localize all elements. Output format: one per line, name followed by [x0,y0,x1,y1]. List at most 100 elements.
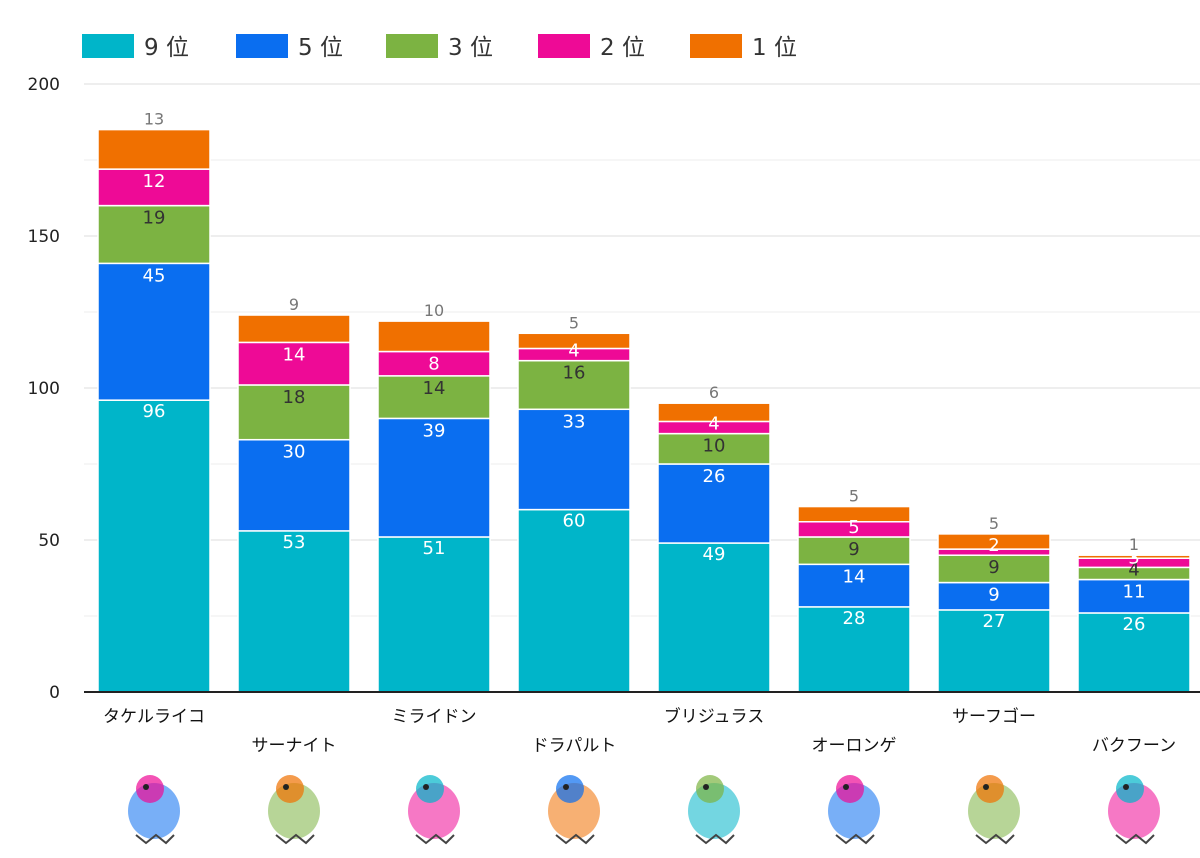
y-tick-label: 50 [38,531,60,551]
y-axis-ticks: 0 50 100 150 200 [28,75,60,703]
bar-segment [1077,612,1191,693]
bars [97,128,1191,693]
bar-segment [237,384,351,441]
bar-segment [937,609,1051,693]
pokemon-sprites [128,775,1160,845]
data-label: 51 [423,538,446,559]
sprite-eye [423,784,429,790]
data-label: 2 [988,535,999,556]
category-label: サーナイト [252,736,337,756]
dragapult-sprite-icon [548,775,600,845]
sprite-feet [835,833,875,845]
y-tick-label: 200 [28,75,60,95]
legend-swatch-4 [538,34,590,58]
sprite-feet [975,833,1015,845]
sprite-head [1116,775,1144,803]
legend-swatch-3 [386,34,438,58]
miraidon-sprite-icon [408,775,460,845]
bar-segment [937,581,1051,611]
sprite-feet [1115,833,1155,845]
bar-segment [517,508,631,693]
data-label: 39 [423,420,446,441]
bar-segment [657,402,771,423]
data-label: 9 [848,539,859,560]
legend-label-3: 3 位 [448,35,493,61]
data-label: 10 [703,436,726,457]
sprite-eye [283,784,289,790]
data-label: 14 [843,566,866,587]
sprite-eye [143,784,149,790]
data-label: 19 [143,208,166,229]
typhlosion-sprite-icon [1108,775,1160,845]
category-label: バクフーン [1092,736,1176,756]
bar-segment [657,463,771,544]
data-label: 10 [424,301,444,320]
data-label: 16 [563,363,586,384]
legend-label-4: 2 位 [600,35,645,61]
data-label: 13 [144,110,164,129]
bar-segment [97,262,211,401]
data-label: 5 [849,487,859,506]
data-label: 9 [988,585,999,606]
data-label: 60 [563,511,586,532]
sprite-feet [695,833,735,845]
bar-segment [1077,554,1191,559]
legend-label-1: 9 位 [144,35,189,61]
data-label: 26 [703,466,726,487]
bar-segment [657,542,771,693]
data-label: 9 [289,295,299,314]
bar-segment [517,332,631,350]
sprite-head [136,775,164,803]
bar-segment [517,359,631,411]
sprite-head [696,775,724,803]
gholdengo-sprite-icon [968,775,1020,845]
data-label: 5 [848,517,859,538]
data-label: 14 [423,378,446,399]
bar-segment [1077,578,1191,614]
data-label: 12 [143,171,166,192]
legend-label-5: 1 位 [752,35,797,61]
gardevoir-sprite-icon [268,775,320,845]
data-label: 5 [989,514,999,533]
category-label: オーロンゲ [812,736,897,756]
category-label: ミライドン [392,707,477,727]
data-labels: 9645191213533018149513914810603316454926… [143,110,1146,635]
sprite-eye [843,784,849,790]
y-tick-label: 150 [28,227,60,247]
bar-segment [377,350,491,377]
bar-segment [937,554,1051,584]
bar-segment [97,128,211,170]
category-label: サーフゴー [952,706,1036,727]
legend-label-2: 5 位 [298,35,343,61]
bar-segment [797,563,911,608]
data-label: 28 [843,608,866,629]
legend-swatch-5 [690,34,742,58]
data-label: 14 [283,344,306,365]
sprite-feet [275,833,315,845]
bar-segment [937,533,1051,550]
data-label: 33 [563,411,586,432]
data-label: 96 [143,401,166,422]
bar-segment [97,399,211,693]
data-label: 1 [1129,535,1139,554]
bar-segment [237,314,351,344]
bar-segment [377,375,491,420]
y-tick-label: 0 [49,683,60,703]
sprite-feet [415,833,455,845]
archaludon-sprite-icon [688,775,740,845]
sprite-eye [703,784,709,790]
legend: 9 位 5 位 3 位 2 位 1 位 [82,34,797,61]
sprite-head [416,775,444,803]
y-tick-label: 100 [28,379,60,399]
data-label: 4 [568,341,579,362]
sprite-eye [983,784,989,790]
data-label: 9 [988,557,999,578]
data-label: 45 [143,265,166,286]
data-label: 3 [1128,547,1139,568]
bar-segment [377,536,491,693]
data-label: 53 [283,532,306,553]
category-label: ドラパルト [532,736,617,756]
sprite-feet [555,833,595,845]
category-label: タケルライコ [103,707,205,727]
